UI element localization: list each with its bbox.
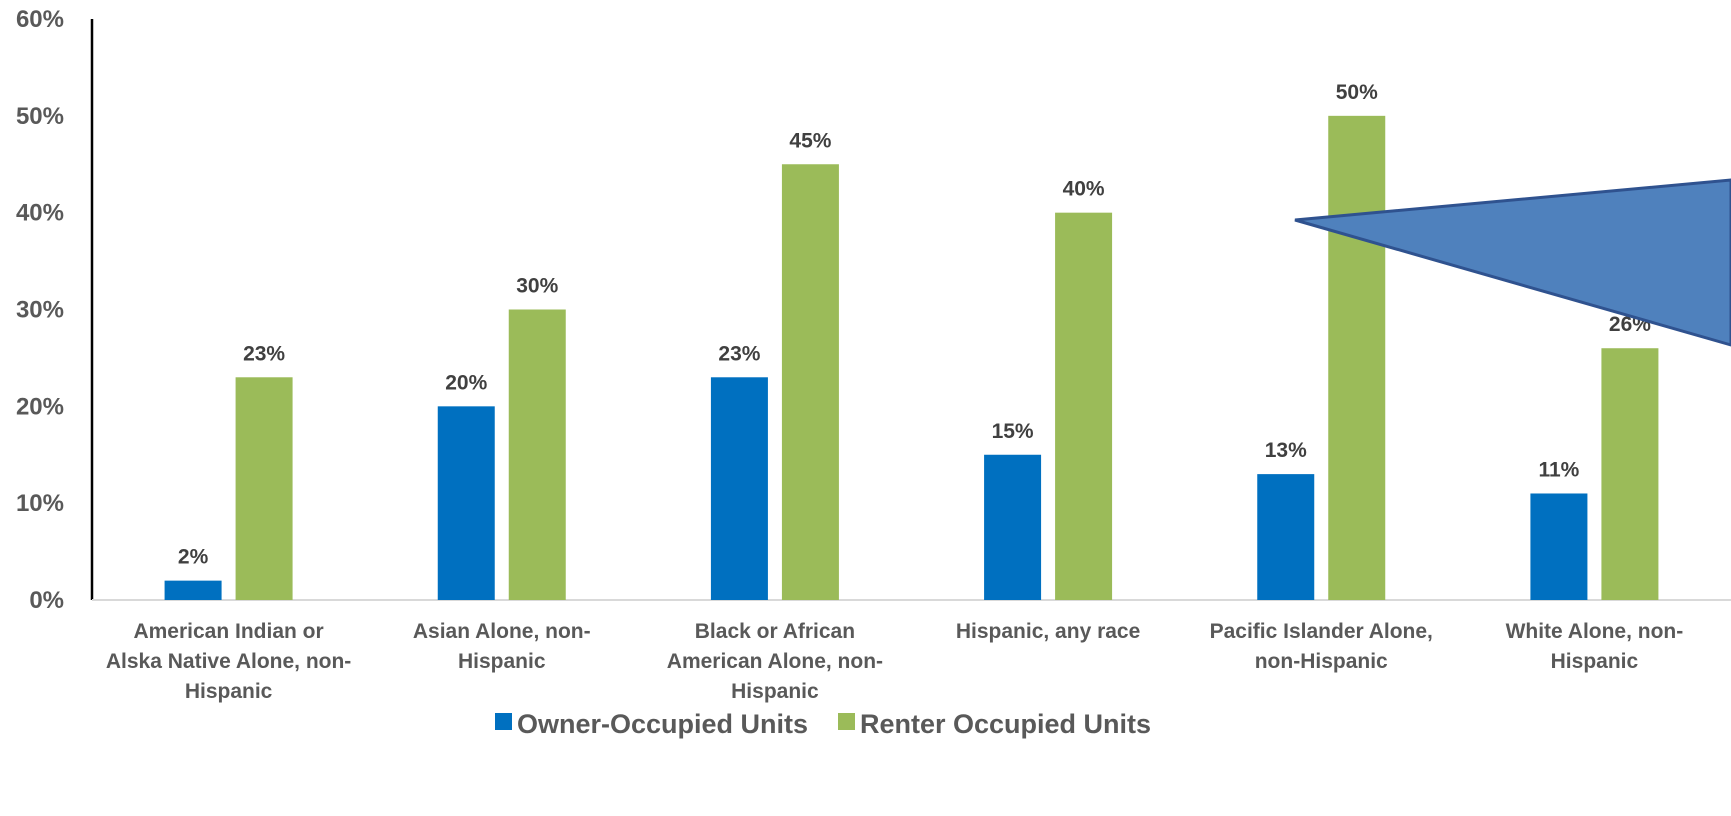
category-labels: American Indian or Alska Native Alone, no…: [106, 620, 1683, 703]
data-label: 23%: [243, 342, 285, 365]
y-tick-label: 60%: [16, 6, 64, 33]
data-label: 23%: [718, 342, 760, 365]
data-label: 15%: [992, 420, 1034, 443]
bar: [508, 309, 566, 600]
data-label: 11%: [1538, 458, 1579, 481]
bar: [1328, 115, 1386, 600]
y-tick-label: 50%: [16, 103, 64, 130]
category-label: Hispanic: [731, 680, 819, 703]
bar: [164, 580, 222, 600]
bar: [710, 377, 768, 600]
category-label: Hispanic, any race: [956, 620, 1140, 643]
bar: [1530, 493, 1588, 600]
data-label: 30%: [516, 275, 558, 298]
category-label: White Alone, non-: [1506, 620, 1684, 643]
bar: [1601, 348, 1659, 600]
data-labels: 2%23%20%30%23%45%15%40%13%50%11%26%: [178, 81, 1651, 569]
legend-label: Owner-Occupied Units: [517, 709, 808, 739]
data-label: 13%: [1265, 439, 1307, 462]
data-label: 2%: [178, 546, 209, 569]
bar: [1055, 212, 1113, 600]
category-label: Hispanic: [458, 650, 546, 673]
category-label: Hispanic: [185, 680, 273, 703]
bar: [984, 454, 1042, 600]
y-axis-ticks: 0% 10% 20% 30% 40% 50% 60%: [16, 6, 64, 614]
bars: [164, 115, 1659, 600]
bar: [1257, 474, 1315, 600]
data-label: 20%: [445, 371, 487, 394]
category-label: Black or African: [695, 620, 855, 643]
legend-swatch: [495, 713, 512, 730]
data-label: 45%: [789, 129, 831, 152]
category-label: Hispanic: [1551, 650, 1639, 673]
bar: [437, 406, 495, 600]
category-label: Alska Native Alone, non-: [106, 650, 351, 673]
category-label: non-Hispanic: [1255, 650, 1388, 673]
y-tick-label: 30%: [16, 297, 64, 324]
bar: [781, 164, 839, 600]
callout-arrow-shape: [1294, 178, 1731, 347]
legend: Owner-Occupied Units Renter Occupied Unit…: [495, 709, 1151, 739]
legend-label: Renter Occupied Units: [860, 709, 1151, 739]
data-label: 50%: [1336, 81, 1378, 104]
category-label: Pacific Islander Alone,: [1210, 620, 1433, 643]
category-label: American Indian or: [133, 620, 323, 643]
category-label: Asian Alone, non-: [413, 620, 591, 643]
y-tick-label: 0%: [29, 587, 64, 614]
data-label: 40%: [1063, 178, 1105, 201]
y-tick-label: 40%: [16, 200, 64, 227]
bar: [235, 377, 293, 600]
legend-swatch: [838, 713, 855, 730]
y-tick-label: 10%: [16, 490, 64, 517]
y-tick-label: 20%: [16, 393, 64, 420]
category-label: American Alone, non-: [667, 650, 883, 673]
